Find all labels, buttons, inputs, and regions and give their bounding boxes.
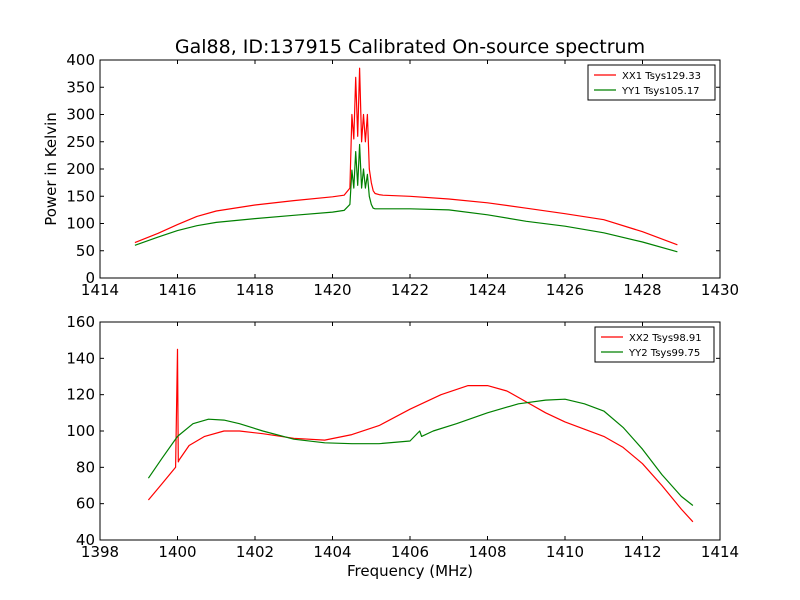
y-axis-label: Power in Kelvin: [42, 112, 60, 226]
x-tick-label: 1408: [468, 543, 506, 561]
legend-label: YY1 Tsys105.17: [621, 86, 700, 97]
x-tick-label: 1406: [391, 543, 429, 561]
x-tick-label: 1414: [81, 281, 119, 299]
x-tick-label: 1424: [468, 281, 506, 299]
legend-label: YY2 Tsys99.75: [628, 348, 700, 359]
legend: XX2 Tsys98.91 YY2 Tsys99.75: [594, 326, 715, 363]
x-tick-label: 1422: [391, 281, 429, 299]
legend-box: [594, 326, 715, 363]
y-tick-label: 400: [66, 51, 95, 69]
x-tick-label: 1428: [623, 281, 661, 299]
y-tick-label: 100: [66, 215, 95, 233]
legend-box: [587, 64, 716, 101]
series-line-2: [134, 143, 678, 253]
x-tick-label: 1412: [623, 543, 661, 561]
x-tick-label: 1404: [313, 543, 351, 561]
y-tick-label: 300: [66, 106, 95, 124]
x-tick-label: 1400: [158, 543, 196, 561]
y-tick-label: 120: [66, 386, 95, 404]
y-tick-label: 50: [76, 242, 95, 260]
plot-2: 1398 1400 1402 1404 1406 1408 1410 1412 1414 40 60…: [66, 313, 739, 580]
y-tick-label: 200: [66, 160, 95, 178]
y-tick-label: 150: [66, 187, 95, 205]
series-line-1: [134, 67, 678, 246]
legend-label: XX1 Tsys129.33: [622, 71, 701, 82]
y-tick-label: 0: [85, 269, 95, 287]
x-tick-label: 1426: [546, 281, 584, 299]
x-tick-label: 1410: [546, 543, 584, 561]
legend: XX1 Tsys129.33 YY1 Tsys105.17: [587, 64, 716, 101]
y-tick-label: 160: [66, 313, 95, 331]
series-line-1: [147, 348, 694, 523]
y-tick-label: 250: [66, 133, 95, 151]
x-tick-label: 1416: [158, 281, 196, 299]
y-tick-label: 100: [66, 422, 95, 440]
y-tick-label: 350: [66, 78, 95, 96]
x-axis-label: Frequency (MHz): [347, 562, 473, 580]
y-tick-label: 80: [76, 458, 95, 476]
chart-title: Gal88, ID:137915 Calibrated On-source sp…: [175, 36, 645, 58]
y-tick-label: 60: [76, 495, 95, 513]
x-tick-label: 1414: [701, 543, 739, 561]
y-tick-label: 40: [76, 531, 95, 549]
x-tick-label: 1420: [313, 281, 351, 299]
legend-label: XX2 Tsys98.91: [629, 333, 702, 344]
series-line-2: [147, 398, 694, 506]
plot-1: 1414 1416 1418 1420 1422 1424 1426 1428 1430 0 50 1…: [42, 51, 739, 299]
x-tick-label: 1402: [236, 543, 274, 561]
x-tick-label: 1418: [236, 281, 274, 299]
y-tick-label: 140: [66, 349, 95, 367]
x-tick-label: 1430: [701, 281, 739, 299]
x-tick-label: 1398: [81, 543, 119, 561]
